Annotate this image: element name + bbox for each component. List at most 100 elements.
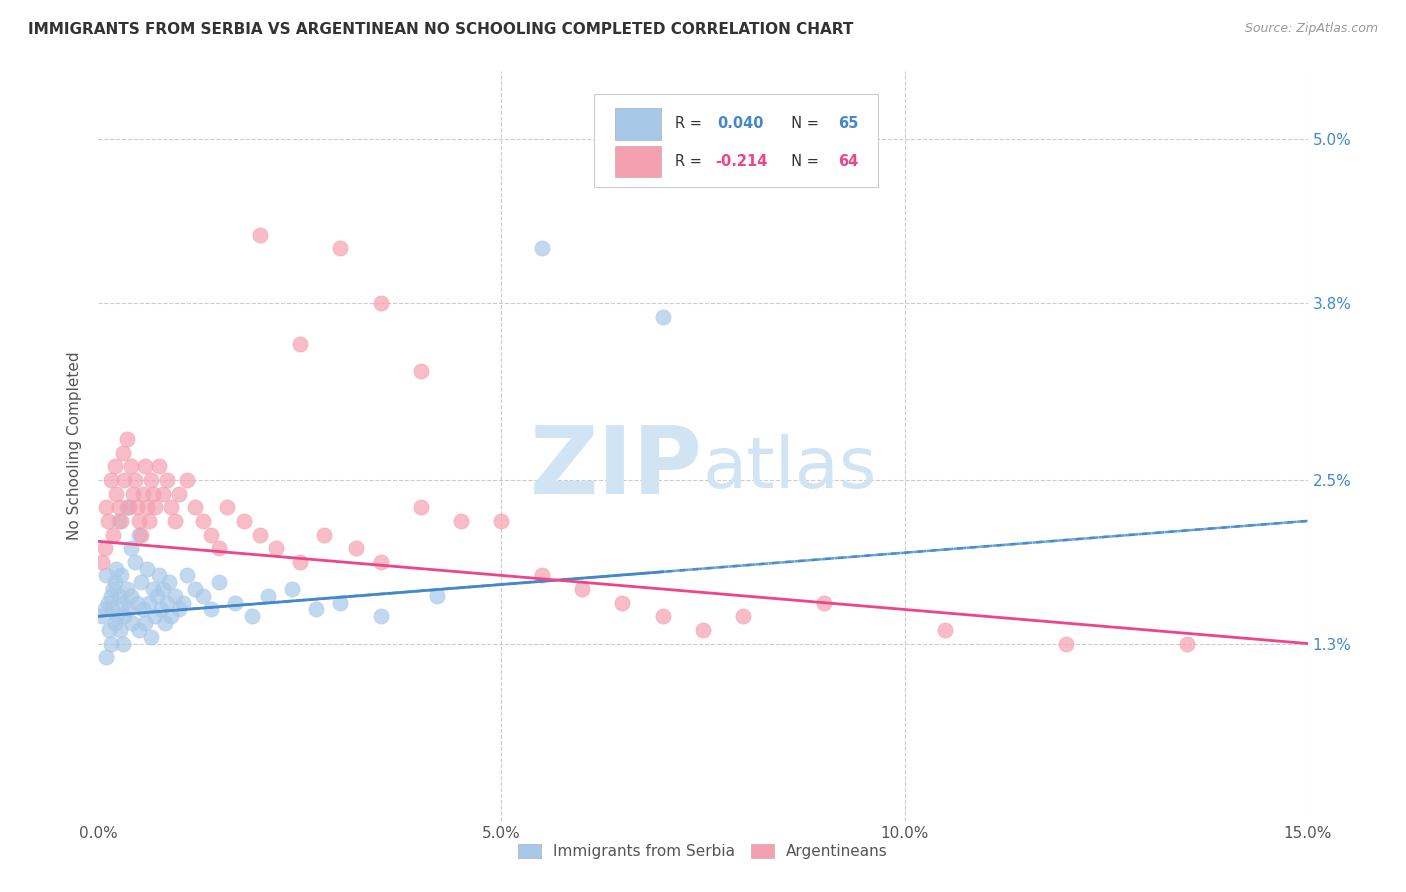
Point [138,596,160,610]
Point [139,473,162,487]
Point [128,623,150,637]
Point [110,568,132,582]
Point [176,568,198,582]
Point [176,473,198,487]
Point [101,582,124,596]
Point [426,589,449,603]
Point [1054,636,1077,650]
Point [160,500,183,515]
Text: ZIP: ZIP [530,423,703,515]
Point [94,541,117,556]
Point [107,500,129,515]
Point [148,568,170,582]
Point [115,582,138,596]
Point [139,630,162,644]
Point [97,623,120,637]
Text: IMMIGRANTS FROM SERBIA VS ARGENTINEAN NO SCHOOLING COMPLETED CORRELATION CHART: IMMIGRANTS FROM SERBIA VS ARGENTINEAN NO… [28,22,853,37]
FancyBboxPatch shape [595,94,879,187]
Point [450,514,472,528]
Point [129,527,152,541]
Point [127,500,149,515]
Point [152,582,174,596]
Point [132,602,155,616]
Point [135,500,157,515]
Point [530,568,553,582]
Point [97,514,120,528]
Point [692,623,714,637]
Point [370,609,392,624]
FancyBboxPatch shape [614,145,661,177]
Point [281,582,304,596]
Point [224,596,246,610]
Point [370,296,392,310]
Point [120,459,142,474]
Text: 0.040: 0.040 [717,116,763,131]
Point [122,486,145,500]
Point [117,602,139,616]
Point [305,602,328,616]
Point [172,596,194,610]
Point [157,575,180,590]
Point [120,589,142,603]
Point [112,473,135,487]
Point [288,555,311,569]
Text: 64: 64 [838,153,859,169]
Point [124,473,146,487]
Point [111,446,134,460]
Point [156,596,179,610]
Point [128,527,150,541]
Point [135,561,157,575]
Point [96,650,118,665]
Point [329,596,352,610]
Point [370,555,392,569]
Point [651,310,673,324]
Text: 65: 65 [838,116,859,131]
Point [150,602,173,616]
Point [143,609,166,624]
Point [103,575,125,590]
Point [733,609,755,624]
Point [200,527,222,541]
Point [91,555,114,569]
Point [121,616,143,631]
Point [100,473,122,487]
Point [101,602,124,616]
Point [100,589,122,603]
Point [256,589,278,603]
Point [288,336,311,351]
Point [314,527,336,541]
Point [107,589,129,603]
Point [208,575,231,590]
Point [193,589,215,603]
Point [155,616,177,631]
Point [240,609,263,624]
Point [111,596,134,610]
Point [128,514,150,528]
Point [97,596,120,610]
Point [184,582,207,596]
Point [167,602,190,616]
Point [103,616,125,631]
Point [232,514,254,528]
Point [107,514,129,528]
Point [115,432,138,446]
Point [115,500,138,515]
Point [103,459,125,474]
Point [134,459,156,474]
Point [163,589,186,603]
Point [108,623,131,637]
Y-axis label: No Schooling Completed: No Schooling Completed [67,351,83,541]
Point [127,596,149,610]
Point [329,242,352,256]
Point [96,568,118,582]
Point [129,575,152,590]
Point [1175,636,1198,650]
Point [934,623,956,637]
Point [163,514,186,528]
Point [138,514,160,528]
Point [152,486,174,500]
Text: -0.214: -0.214 [716,153,768,169]
Point [409,364,432,378]
Point [200,602,222,616]
Point [96,500,118,515]
